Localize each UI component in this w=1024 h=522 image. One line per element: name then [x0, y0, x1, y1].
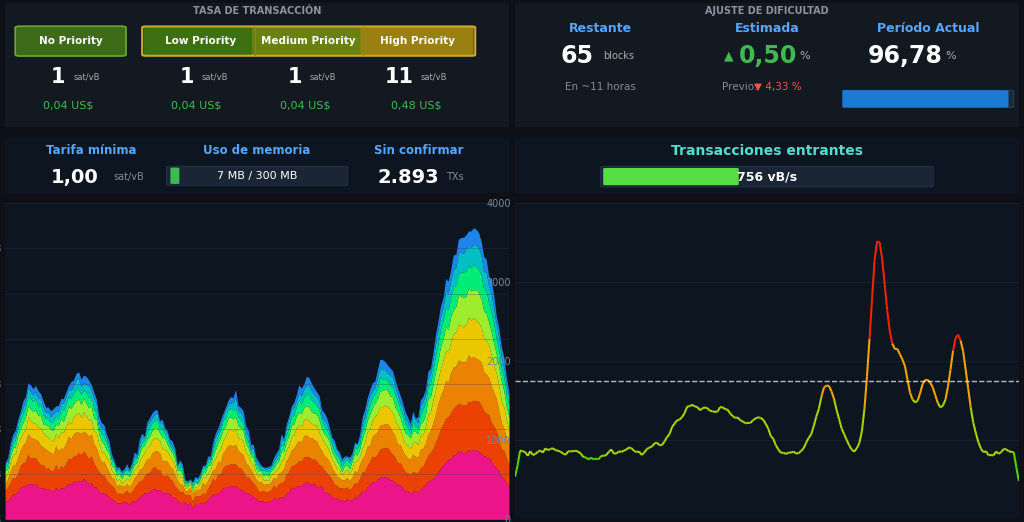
- Text: Uso de memoria: Uso de memoria: [204, 144, 310, 157]
- Text: sat/vB: sat/vB: [73, 73, 99, 81]
- FancyBboxPatch shape: [170, 168, 179, 184]
- Text: Medium Priority: Medium Priority: [261, 36, 356, 46]
- FancyBboxPatch shape: [15, 26, 126, 56]
- Text: sat/vB: sat/vB: [114, 172, 144, 182]
- Text: 7 MB / 300 MB: 7 MB / 300 MB: [217, 171, 297, 181]
- FancyBboxPatch shape: [143, 27, 257, 55]
- Text: TASA DE TRANSACCIÓN: TASA DE TRANSACCIÓN: [193, 6, 322, 16]
- Text: 1: 1: [51, 67, 66, 87]
- FancyBboxPatch shape: [843, 90, 1009, 108]
- Text: sat/vB: sat/vB: [310, 73, 337, 81]
- Text: Low Priority: Low Priority: [165, 36, 236, 46]
- Text: Restante: Restante: [569, 22, 632, 35]
- Text: 0,04 US$: 0,04 US$: [171, 101, 222, 111]
- Text: 0,04 US$: 0,04 US$: [43, 101, 93, 111]
- FancyBboxPatch shape: [252, 27, 366, 55]
- Text: 1: 1: [288, 67, 302, 87]
- Text: Tarifa mínima: Tarifa mínima: [45, 144, 136, 157]
- Text: Período Actual: Período Actual: [877, 22, 979, 35]
- Text: 65: 65: [560, 44, 593, 68]
- Text: 0,50: 0,50: [739, 44, 798, 68]
- Text: 1: 1: [179, 67, 195, 87]
- FancyBboxPatch shape: [360, 27, 474, 55]
- Text: 2.893: 2.893: [378, 168, 439, 187]
- Text: No Priority: No Priority: [39, 36, 102, 46]
- Text: 0,48 US$: 0,48 US$: [390, 101, 441, 111]
- Text: 756 vB/s: 756 vB/s: [737, 170, 797, 183]
- Text: blocks: blocks: [603, 51, 634, 61]
- FancyBboxPatch shape: [603, 168, 738, 185]
- Text: AJUSTE DE DIFICULTAD: AJUSTE DE DIFICULTAD: [706, 6, 828, 16]
- FancyBboxPatch shape: [843, 90, 1014, 108]
- Text: %: %: [946, 51, 956, 61]
- Text: Estimada: Estimada: [734, 22, 800, 35]
- FancyBboxPatch shape: [601, 166, 933, 187]
- Text: sat/vB: sat/vB: [202, 73, 228, 81]
- Text: ▼ 4,33 %: ▼ 4,33 %: [755, 82, 802, 92]
- Text: 0,04 US$: 0,04 US$: [280, 101, 330, 111]
- Text: ▲: ▲: [724, 50, 734, 63]
- Text: TXs: TXs: [446, 172, 464, 182]
- Text: En ~11 horas: En ~11 horas: [565, 82, 636, 92]
- Text: %: %: [800, 51, 810, 61]
- Text: 96,78: 96,78: [867, 44, 943, 68]
- Text: sat/vB: sat/vB: [421, 73, 447, 81]
- Text: 11: 11: [384, 67, 414, 87]
- Text: High Priority: High Priority: [380, 36, 455, 46]
- Text: Sin confirmar: Sin confirmar: [374, 144, 463, 157]
- FancyBboxPatch shape: [166, 166, 348, 185]
- Text: 1,00: 1,00: [50, 168, 98, 187]
- Text: Previo:: Previo:: [722, 82, 761, 92]
- Text: Transacciones entrantes: Transacciones entrantes: [671, 144, 863, 158]
